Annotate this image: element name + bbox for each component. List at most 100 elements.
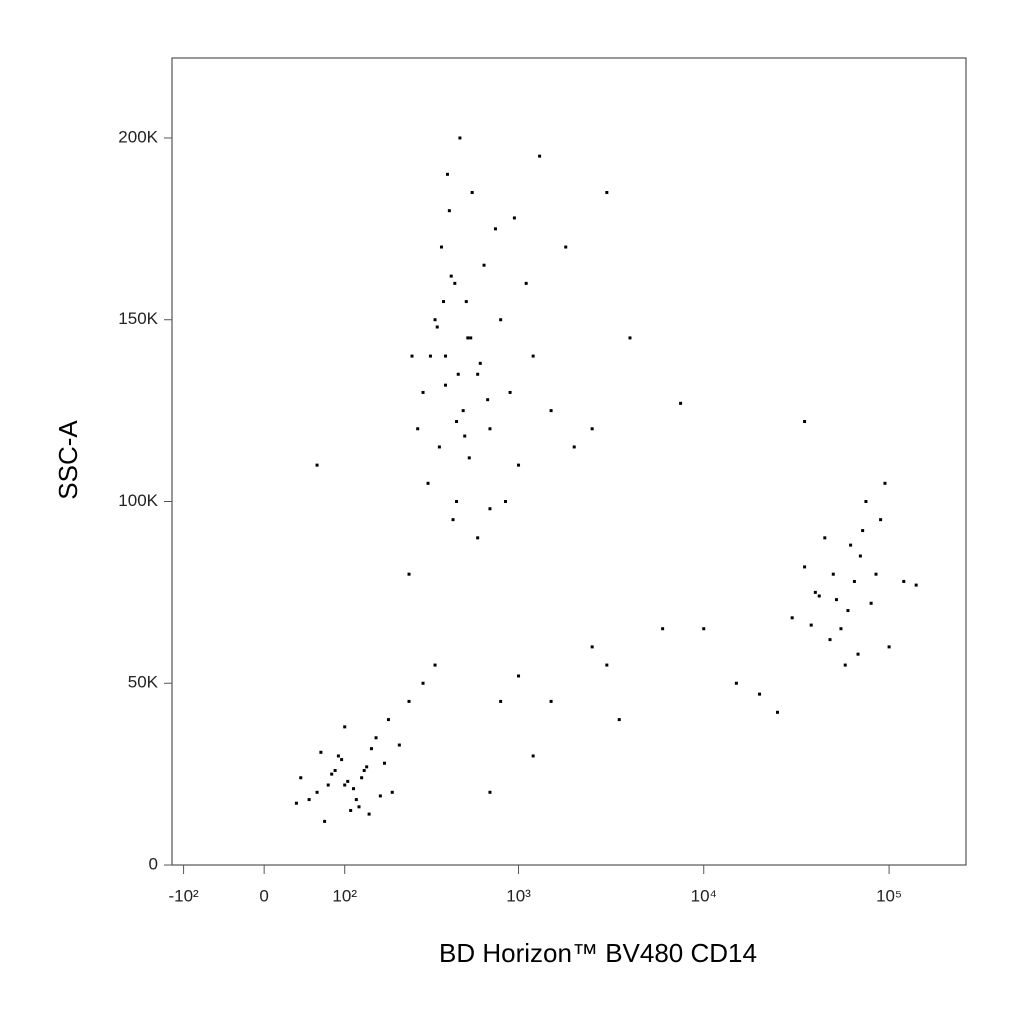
- point: [499, 318, 503, 322]
- point: [531, 354, 535, 358]
- point: [437, 445, 441, 449]
- point: [461, 409, 465, 413]
- point: [299, 776, 303, 780]
- y-tick-label: 50K: [128, 673, 159, 692]
- point: [444, 354, 448, 358]
- point: [590, 427, 594, 431]
- point: [367, 812, 371, 816]
- point: [343, 725, 347, 729]
- point: [617, 718, 621, 722]
- point: [365, 765, 369, 769]
- point: [486, 398, 490, 402]
- point: [330, 772, 334, 776]
- point: [426, 481, 430, 485]
- point: [455, 420, 459, 424]
- point: [476, 372, 480, 376]
- point: [307, 798, 311, 802]
- point: [823, 536, 827, 540]
- point: [488, 790, 492, 794]
- point: [499, 699, 503, 703]
- point: [874, 572, 878, 576]
- point: [463, 434, 467, 438]
- plot-frame: [171, 57, 967, 866]
- point: [628, 336, 632, 340]
- point: [813, 590, 817, 594]
- point: [343, 783, 347, 787]
- y-tick-label: 150K: [118, 309, 158, 328]
- point: [447, 209, 451, 213]
- point: [831, 572, 835, 576]
- point: [843, 663, 847, 667]
- point: [758, 692, 762, 696]
- point: [849, 543, 853, 547]
- point: [531, 754, 535, 758]
- point: [433, 318, 437, 322]
- point: [467, 456, 471, 460]
- x-tick-label: 0: [259, 886, 268, 905]
- x-tick-label: 10³: [506, 886, 531, 905]
- point: [451, 518, 455, 522]
- x-tick-label: -10²: [168, 886, 199, 905]
- point: [538, 154, 542, 158]
- point: [442, 300, 446, 304]
- x-tick-label: 10⁴: [691, 886, 717, 905]
- point: [914, 583, 918, 587]
- point: [679, 401, 683, 405]
- point: [470, 191, 474, 194]
- point: [775, 710, 779, 714]
- point: [439, 245, 443, 249]
- point: [469, 336, 473, 340]
- point: [828, 638, 832, 642]
- point: [445, 172, 449, 176]
- point: [333, 768, 337, 772]
- point: [887, 645, 891, 649]
- point: [466, 336, 470, 340]
- point: [846, 609, 850, 613]
- point: [734, 681, 738, 685]
- point: [346, 779, 350, 783]
- point: [357, 805, 361, 809]
- y-tick-label: 200K: [118, 127, 158, 146]
- point: [390, 790, 394, 794]
- point: [883, 481, 887, 485]
- point: [493, 227, 497, 231]
- x-tick-label: 10⁵: [876, 886, 902, 905]
- point: [315, 463, 319, 467]
- point: [354, 798, 358, 802]
- point: [869, 601, 873, 605]
- point: [488, 427, 492, 431]
- point: [435, 325, 439, 329]
- point: [803, 565, 807, 569]
- point: [504, 499, 508, 503]
- point: [433, 663, 437, 667]
- point: [360, 776, 364, 780]
- point: [382, 761, 386, 765]
- point: [352, 787, 356, 791]
- point: [323, 819, 327, 823]
- point: [605, 191, 609, 194]
- point: [512, 216, 516, 220]
- y-tick-label: 0: [149, 854, 158, 873]
- point: [444, 383, 448, 387]
- point: [488, 507, 492, 511]
- point: [407, 572, 411, 576]
- point: [549, 409, 553, 413]
- point: [336, 754, 340, 758]
- point: [374, 736, 378, 740]
- point: [517, 463, 521, 467]
- point: [476, 536, 480, 540]
- point: [453, 281, 457, 285]
- point: [362, 768, 366, 772]
- point: [834, 598, 838, 602]
- point: [861, 529, 865, 533]
- point: [524, 281, 528, 285]
- point: [416, 427, 420, 431]
- point: [386, 718, 390, 722]
- point: [421, 681, 425, 685]
- point: [856, 652, 860, 656]
- point: [803, 420, 807, 424]
- point: [326, 783, 330, 787]
- point: [809, 623, 813, 627]
- point: [790, 616, 794, 620]
- point: [702, 627, 706, 631]
